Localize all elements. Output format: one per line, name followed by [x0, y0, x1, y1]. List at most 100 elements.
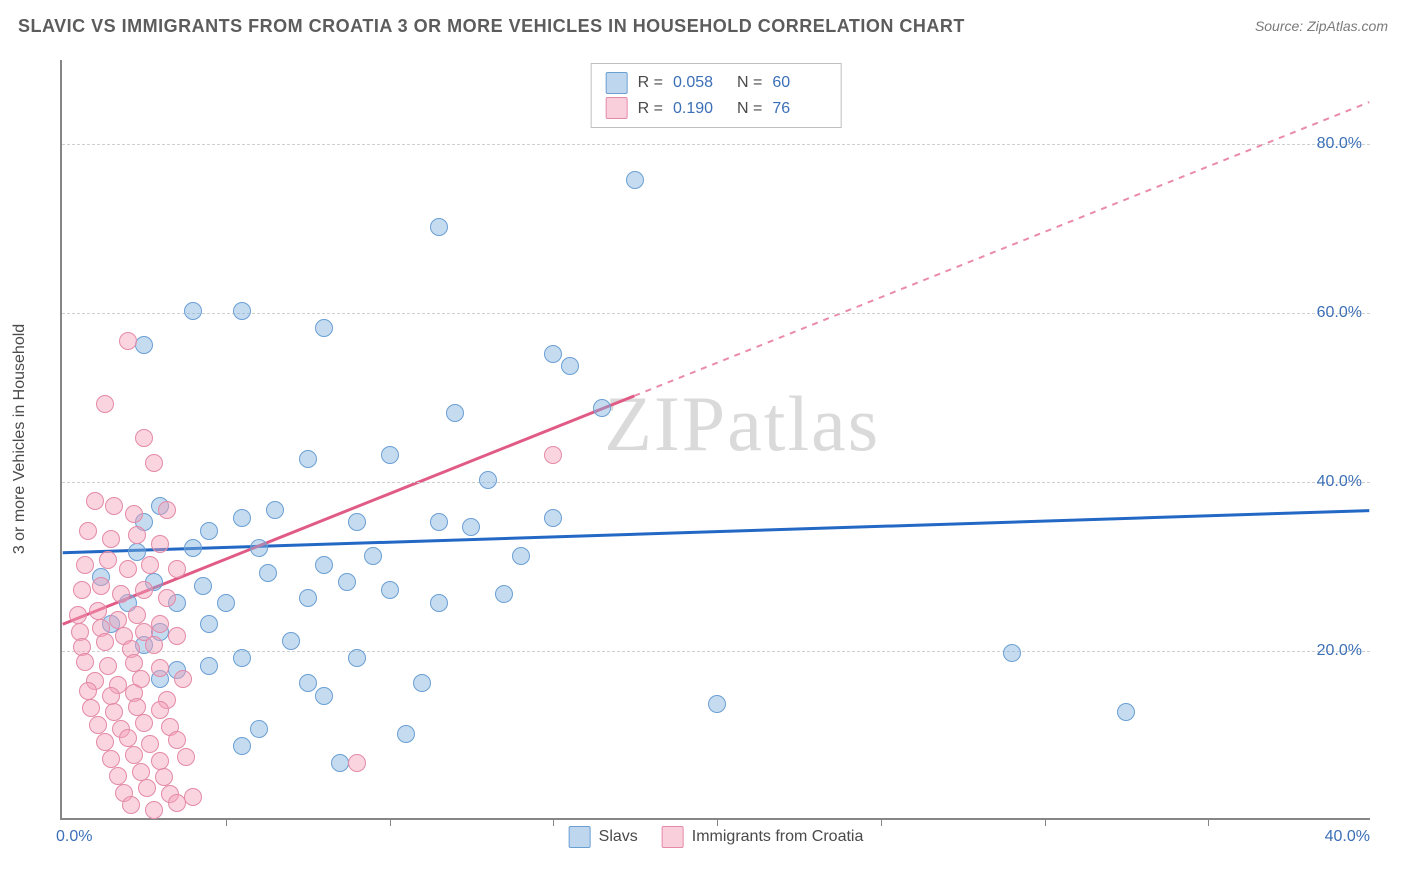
scatter-point	[200, 657, 218, 675]
x-tick-mark	[390, 818, 391, 826]
scatter-point	[462, 518, 480, 536]
scatter-point	[73, 581, 91, 599]
stats-row-slavs: R = 0.058 N = 60	[606, 70, 827, 96]
x-tick-mark	[553, 818, 554, 826]
r-label: R =	[638, 70, 663, 96]
source-value: ZipAtlas.com	[1307, 18, 1388, 34]
scatter-point	[446, 404, 464, 422]
scatter-point	[430, 218, 448, 236]
y-tick-label: 80.0%	[1317, 135, 1362, 153]
scatter-point	[495, 585, 513, 603]
scatter-point	[233, 737, 251, 755]
scatter-point	[122, 796, 140, 814]
scatter-point	[348, 513, 366, 531]
scatter-point	[109, 767, 127, 785]
scatter-point	[99, 551, 117, 569]
scatter-point	[168, 731, 186, 749]
scatter-point	[89, 716, 107, 734]
scatter-point	[479, 471, 497, 489]
scatter-point	[119, 332, 137, 350]
scatter-point	[561, 357, 579, 375]
x-tick-mark	[1045, 818, 1046, 826]
scatter-point	[112, 585, 130, 603]
scatter-point	[99, 657, 117, 675]
n-value: 76	[772, 96, 826, 122]
scatter-point	[168, 560, 186, 578]
scatter-point	[128, 526, 146, 544]
stats-legend: R = 0.058 N = 60 R = 0.190 N = 76	[591, 63, 842, 128]
scatter-point	[194, 577, 212, 595]
scatter-point	[141, 735, 159, 753]
scatter-point	[544, 345, 562, 363]
y-tick-label: 20.0%	[1317, 642, 1362, 660]
scatter-point	[413, 674, 431, 692]
scatter-point	[233, 302, 251, 320]
scatter-point	[282, 632, 300, 650]
n-label: N =	[737, 96, 762, 122]
source-label: Source:	[1255, 18, 1307, 34]
source-citation: Source: ZipAtlas.com	[1255, 18, 1388, 34]
scatter-point	[217, 594, 235, 612]
scatter-point	[89, 602, 107, 620]
x-tick-mark	[717, 818, 718, 826]
scatter-point	[338, 573, 356, 591]
y-tick-label: 60.0%	[1317, 304, 1362, 322]
x-tick-min: 0.0%	[56, 828, 92, 846]
scatter-point	[315, 319, 333, 337]
scatter-point	[315, 556, 333, 574]
x-tick-mark	[1208, 818, 1209, 826]
scatter-point	[145, 636, 163, 654]
scatter-point	[200, 615, 218, 633]
chart-container: SLAVIC VS IMMIGRANTS FROM CROATIA 3 OR M…	[0, 0, 1406, 892]
scatter-point	[348, 754, 366, 772]
scatter-point	[233, 649, 251, 667]
scatter-point	[86, 492, 104, 510]
gridline-h	[62, 651, 1370, 652]
scatter-point	[299, 450, 317, 468]
swatch-blue-icon	[569, 826, 591, 848]
x-tick-mark	[226, 818, 227, 826]
r-label: R =	[638, 96, 663, 122]
scatter-point	[184, 788, 202, 806]
scatter-point	[96, 733, 114, 751]
scatter-point	[109, 611, 127, 629]
scatter-point	[397, 725, 415, 743]
scatter-point	[233, 509, 251, 527]
x-tick-max: 40.0%	[1325, 828, 1370, 846]
scatter-point	[135, 714, 153, 732]
gridline-h	[62, 313, 1370, 314]
scatter-point	[544, 509, 562, 527]
n-label: N =	[737, 70, 762, 96]
scatter-point	[135, 429, 153, 447]
scatter-point	[125, 505, 143, 523]
scatter-point	[79, 522, 97, 540]
plot-area: 3 or more Vehicles in Household ZIPatlas…	[60, 60, 1370, 820]
scatter-point	[132, 763, 150, 781]
scatter-point	[138, 779, 156, 797]
scatter-point	[69, 606, 87, 624]
scatter-point	[381, 581, 399, 599]
scatter-point	[708, 695, 726, 713]
scatter-point	[381, 446, 399, 464]
scatter-point	[76, 653, 94, 671]
scatter-point	[364, 547, 382, 565]
scatter-point	[105, 703, 123, 721]
scatter-point	[92, 577, 110, 595]
scatter-point	[430, 513, 448, 531]
scatter-point	[102, 750, 120, 768]
watermark-text: ZIPatlas	[604, 380, 880, 467]
scatter-point	[593, 399, 611, 417]
scatter-point	[512, 547, 530, 565]
y-tick-label: 40.0%	[1317, 473, 1362, 491]
scatter-point	[76, 556, 94, 574]
scatter-point	[626, 171, 644, 189]
scatter-point	[174, 670, 192, 688]
legend-item-slavs: Slavs	[569, 826, 638, 848]
scatter-point	[168, 627, 186, 645]
n-value: 60	[772, 70, 826, 96]
scatter-point	[200, 522, 218, 540]
y-axis-title: 3 or more Vehicles in Household	[11, 324, 29, 554]
scatter-point	[168, 794, 186, 812]
scatter-point	[155, 768, 173, 786]
scatter-point	[184, 539, 202, 557]
